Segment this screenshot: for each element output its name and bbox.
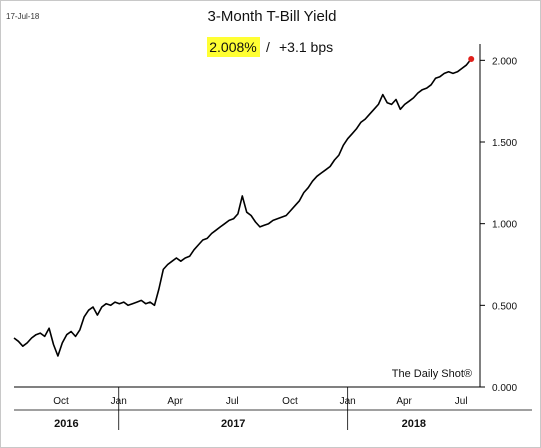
series-line [13, 58, 472, 357]
y-tick-label: 1.500 [492, 138, 517, 149]
y-tick-label: 0.000 [492, 383, 517, 394]
bps-change: +3.1 bps [279, 39, 333, 55]
x-tick-label: Apr [167, 396, 183, 407]
date-stamp: 17-Jul-18 [6, 12, 40, 21]
y-tick-label: 0.500 [492, 301, 517, 312]
x-tick-label: Jul [226, 396, 239, 407]
year-label: 2018 [402, 418, 426, 430]
year-label: 2017 [221, 418, 245, 430]
x-tick-label: Oct [53, 396, 69, 407]
source-label: The Daily Shot® [392, 368, 472, 380]
y-tick-label: 1.000 [492, 220, 517, 231]
last-value: 2.008% [209, 39, 256, 55]
axes [14, 44, 532, 411]
x-tick-label: Jul [455, 396, 468, 407]
chart-title: 3-Month T-Bill Yield [208, 8, 337, 25]
y-tick-label: 2.000 [492, 56, 517, 67]
year-label: 2016 [54, 418, 78, 430]
value-highlight [207, 37, 260, 57]
x-tick-label: Oct [282, 396, 298, 407]
last-point-marker [468, 56, 475, 63]
x-tick-label: Apr [396, 396, 412, 407]
value-separator: / [266, 39, 270, 55]
